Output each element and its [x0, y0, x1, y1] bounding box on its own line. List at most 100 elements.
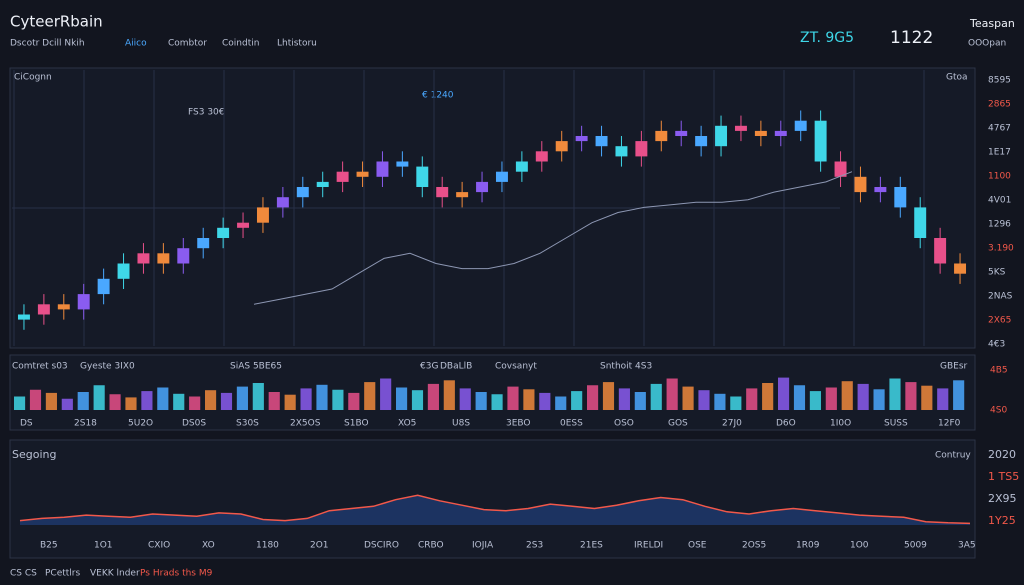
volume-bar — [475, 392, 487, 410]
volume-bar — [364, 382, 376, 410]
x-tick-label: 2X5OS — [290, 419, 321, 429]
axis-label: 1296 — [988, 220, 1011, 230]
panel-label: Segoing — [12, 448, 56, 461]
volume-label: Gyeste 3IX0 — [80, 362, 135, 372]
x-tick-label: S1BO — [344, 419, 369, 429]
x-tick-label: 2S3 — [526, 541, 543, 551]
candle-body — [416, 166, 429, 187]
volume-bar — [714, 393, 726, 410]
volume-bar — [14, 396, 26, 410]
x-tick-label: 2OS5 — [742, 541, 766, 551]
x-tick-label: OSE — [688, 541, 707, 551]
candle-body — [635, 141, 648, 157]
axis-label: 1100 — [988, 172, 1011, 182]
annotation: FS3 30€ — [188, 108, 225, 118]
volume-bar — [173, 393, 185, 410]
candle-body — [57, 304, 70, 310]
candle-body — [436, 187, 449, 198]
volume-bar — [45, 392, 57, 410]
account[interactable]: Teaspan — [969, 17, 1015, 30]
x-tick-label: IRELDI — [634, 541, 663, 551]
volume-bar — [937, 388, 949, 410]
volume-bar — [396, 387, 408, 410]
panel-label: CiCognn — [14, 73, 52, 83]
volume-bar — [698, 390, 710, 410]
volume-bar — [809, 391, 821, 410]
axis-label: 1 TS5 — [988, 470, 1019, 483]
nav-item[interactable]: Combtor — [168, 39, 207, 49]
candle-body — [695, 136, 708, 147]
candle-body — [535, 151, 548, 162]
panel-corner: Contruy — [935, 451, 971, 461]
candle-body — [376, 161, 389, 177]
axis-label: 5KS — [988, 268, 1006, 278]
volume-bar — [857, 383, 869, 410]
volume-label: GBEsr — [940, 362, 968, 372]
volume-bar — [555, 396, 567, 410]
x-tick-label: 3EBO — [506, 419, 531, 429]
x-tick-label: 1O0 — [850, 541, 869, 551]
footer-item: Ps Hrads ths M9 — [140, 569, 213, 579]
x-tick-label: 0ESS — [560, 419, 583, 429]
lower-panel — [9, 439, 976, 559]
nav-item[interactable]: Aiico — [125, 39, 147, 49]
candle-body — [874, 187, 887, 193]
candle-body — [296, 187, 309, 198]
candle-body — [197, 238, 210, 249]
candle-body — [774, 130, 787, 136]
axis-label: 8595 — [988, 76, 1011, 86]
x-tick-label: XO5 — [398, 419, 416, 429]
x-tick-label: 1O1 — [94, 541, 113, 551]
volume-bar — [634, 392, 646, 410]
price: 1122 — [890, 28, 933, 48]
volume-label: Covsanyt — [495, 362, 537, 372]
x-tick-label: 27J0 — [722, 419, 742, 429]
axis-label: 3.190 — [988, 244, 1014, 254]
volume-bar — [205, 390, 217, 410]
candle-body — [495, 171, 508, 182]
account-sub: OOOpan — [968, 39, 1006, 49]
candle-body — [914, 207, 927, 238]
x-tick-label: 5009 — [904, 541, 927, 551]
volume-bar — [921, 385, 933, 410]
panel-corner: Gtoa — [946, 73, 968, 83]
nav-item[interactable]: Coindtin — [222, 39, 259, 49]
volume-bar — [300, 388, 312, 410]
axis-label: 1Y25 — [988, 514, 1016, 527]
x-tick-label: S30S — [236, 419, 259, 429]
candle-body — [456, 192, 469, 198]
volume-bar — [189, 396, 201, 410]
candle-body — [117, 263, 130, 279]
x-tick-label: 1R09 — [796, 541, 820, 551]
volume-bar — [61, 398, 73, 410]
volume-bar — [841, 381, 853, 410]
volume-bar — [236, 386, 248, 410]
volume-bar — [762, 383, 774, 410]
candle-body — [37, 304, 50, 315]
x-tick-label: OSO — [614, 419, 634, 429]
volume-bar — [682, 386, 694, 410]
candle-body — [655, 130, 668, 142]
volume-bar — [93, 385, 105, 410]
candle-body — [615, 146, 628, 157]
volume-bar — [602, 382, 615, 410]
axis-label: 1E17 — [988, 148, 1011, 158]
candle-body — [356, 171, 369, 177]
area-line — [19, 494, 971, 525]
volume-bar — [268, 392, 280, 410]
footer-item: PCettlrs — [45, 569, 81, 579]
volume-bar — [650, 383, 662, 410]
volume-bar — [348, 392, 360, 410]
volume-bar — [793, 385, 806, 410]
volume-bar — [746, 388, 758, 410]
volume-bar — [427, 383, 439, 410]
candle-body — [954, 263, 967, 274]
axis-label: 4€3 — [988, 340, 1005, 350]
annotation: € 1240 — [422, 91, 454, 101]
candle-body — [814, 120, 827, 162]
nav-item[interactable]: Lhtistoru — [277, 39, 317, 49]
footer-item: VEKK lnder — [90, 569, 140, 579]
x-tick-label: U8S — [452, 419, 470, 429]
candle-body — [336, 171, 349, 182]
candle-body — [734, 125, 747, 131]
